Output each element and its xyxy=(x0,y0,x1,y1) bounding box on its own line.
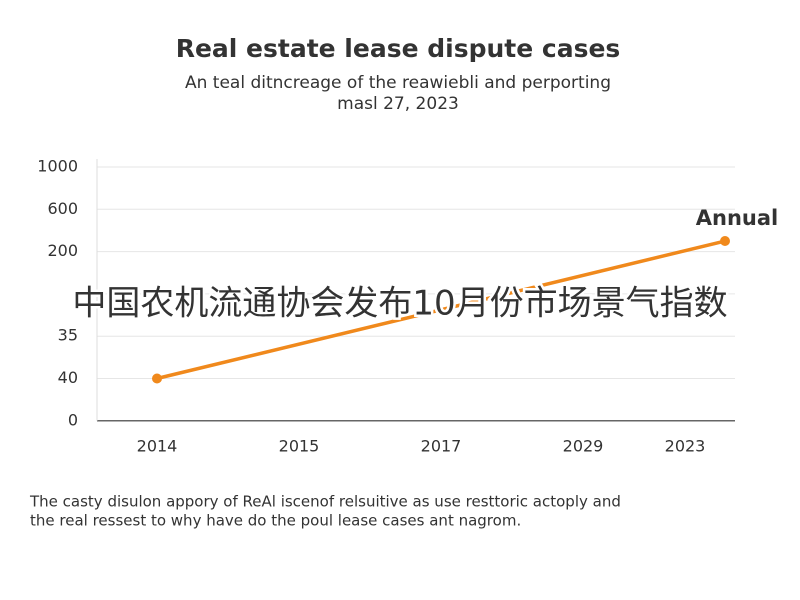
y-tick-label: 1000 xyxy=(37,157,78,176)
caption: the real ressest to why have do the poul… xyxy=(30,512,521,530)
caption: The casty disulon appory of ReAl iscenof… xyxy=(29,493,621,511)
data-point xyxy=(152,373,162,384)
x-tick-label: 2017 xyxy=(421,436,462,455)
data-point xyxy=(720,236,730,247)
chart-subtitle: masl 27, 2023 xyxy=(337,94,459,114)
plot-area: 1000 600 200 35 40 0 2014 2015 2017 2029 2023 Annua… xyxy=(37,157,778,456)
overlay-text: 中国农机流通协会发布10月份市场景气指数 xyxy=(72,284,727,324)
y-tick-label: 35 xyxy=(58,326,78,345)
y-tick-label: 40 xyxy=(58,368,78,387)
x-tick-label: 2029 xyxy=(563,436,604,455)
x-tick-label: 2015 xyxy=(279,436,320,455)
series-line xyxy=(156,239,726,381)
y-tick-label: 0 xyxy=(68,410,78,429)
y-tick-label: 200 xyxy=(47,241,78,260)
y-tick-label: 600 xyxy=(47,199,78,218)
chart-subtitle: An teal ditncreage of the reawiebli and … xyxy=(185,73,611,93)
series-label: Annual xyxy=(696,206,778,230)
x-tick-label: 2023 xyxy=(665,436,706,455)
x-tick-label: 2014 xyxy=(137,436,178,455)
chart-title: Real estate lease dispute cases xyxy=(176,34,621,63)
